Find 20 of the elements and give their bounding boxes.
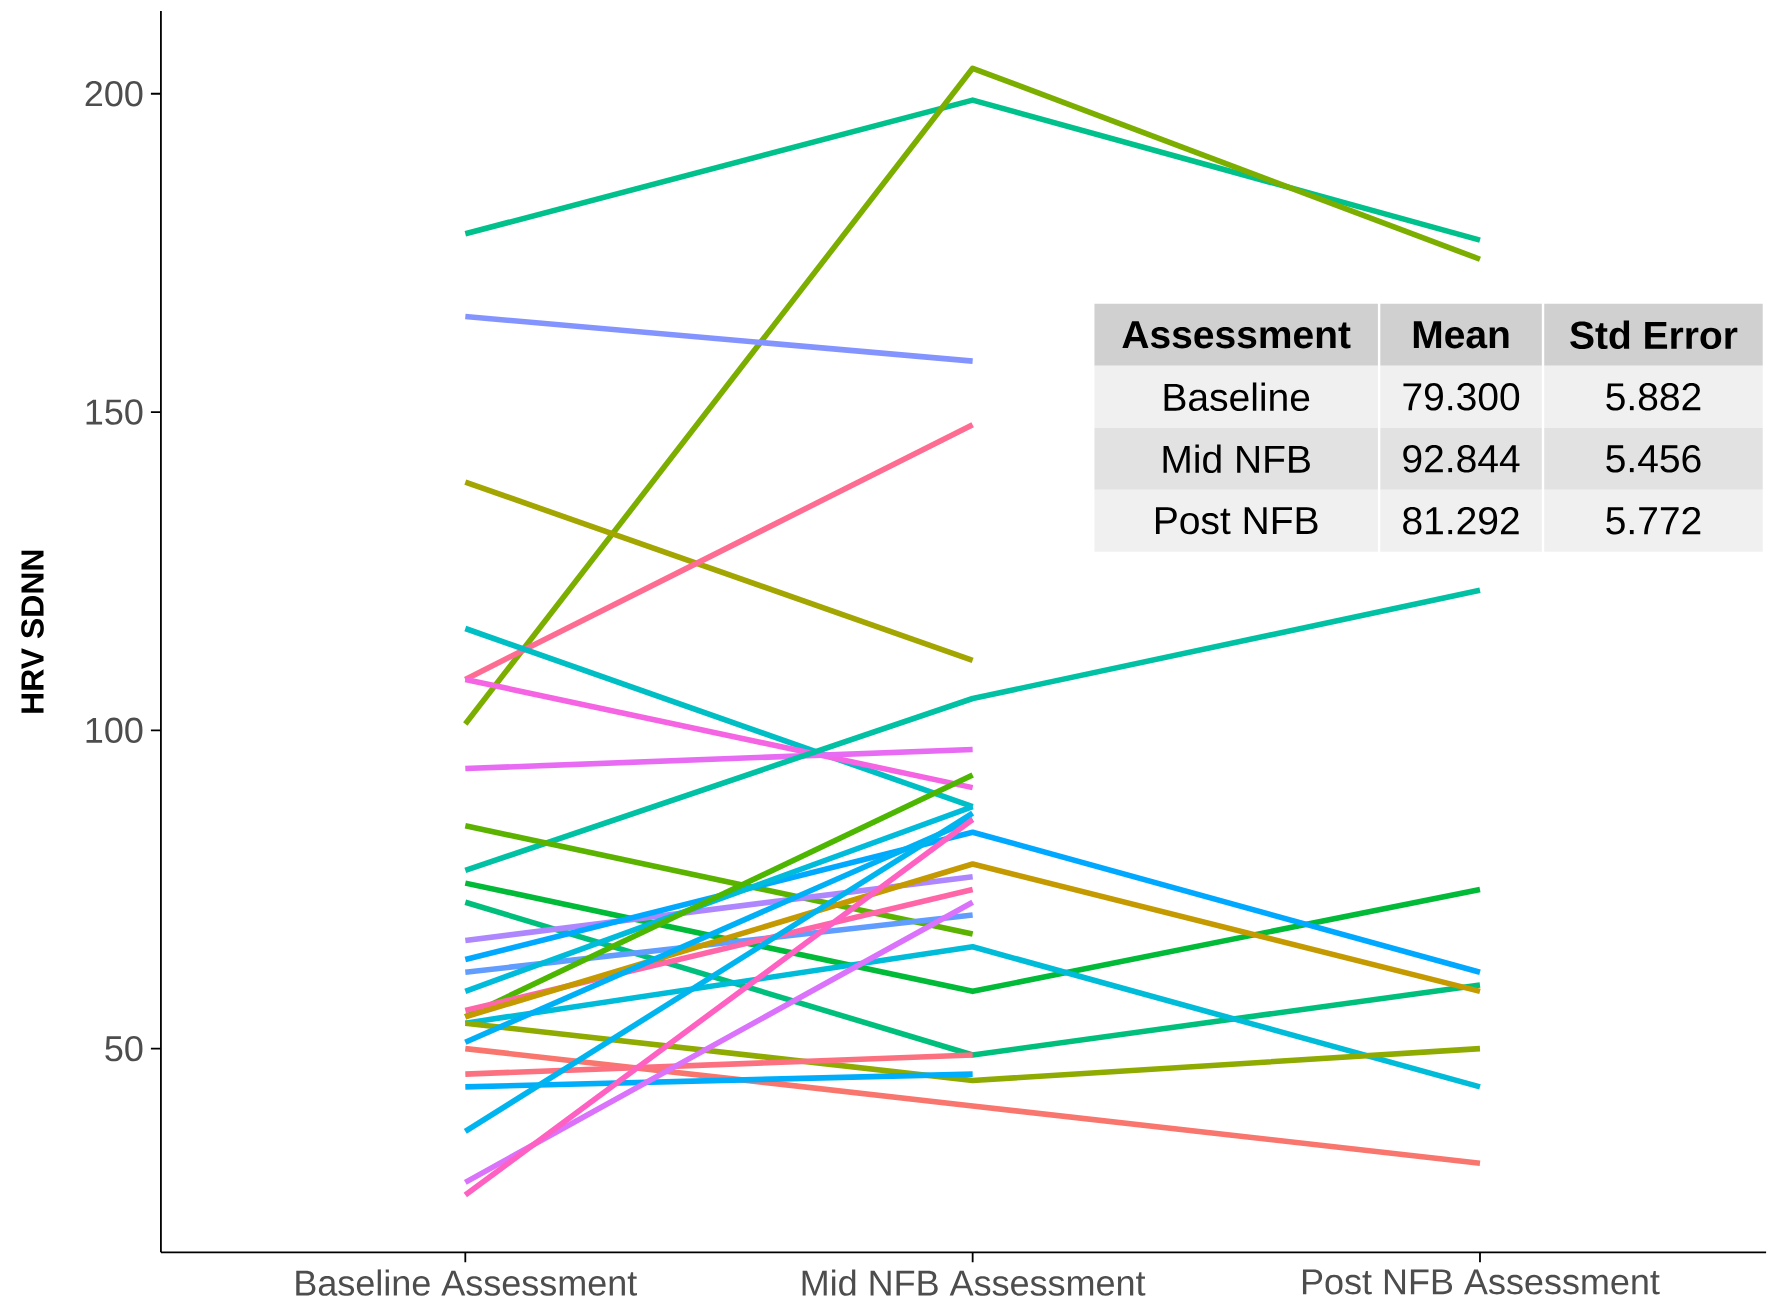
annotation: 5.882 bbox=[1606, 383, 1701, 411]
x-tick-label: Baseline Assessment bbox=[296, 1269, 637, 1297]
annotation: Assessment bbox=[1122, 321, 1351, 349]
y-tick-label: 200 bbox=[85, 81, 143, 107]
y-axis-title: HRV SDNN bbox=[21, 550, 44, 714]
annotation: 79.300 bbox=[1403, 383, 1520, 411]
annotation: Std Error bbox=[1570, 320, 1738, 350]
y-tick-label: 50 bbox=[105, 1036, 143, 1062]
y-tick-label: 150 bbox=[86, 399, 143, 426]
annotation: 5.772 bbox=[1606, 507, 1701, 535]
annotation: Post NFB bbox=[1155, 507, 1318, 535]
annotation: Mean bbox=[1413, 321, 1509, 349]
annotation: 81.292 bbox=[1403, 507, 1519, 535]
y-tick-label: 100 bbox=[86, 717, 143, 744]
annotation: Mid NFB bbox=[1163, 444, 1310, 474]
annotation: 5.456 bbox=[1606, 445, 1701, 473]
x-tick-label: Post NFB Assessment bbox=[1302, 1269, 1660, 1295]
annotation: Baseline bbox=[1164, 382, 1310, 412]
x-tick-label: Mid NFB Assessment bbox=[802, 1269, 1146, 1297]
annotation: 92.844 bbox=[1403, 445, 1520, 473]
